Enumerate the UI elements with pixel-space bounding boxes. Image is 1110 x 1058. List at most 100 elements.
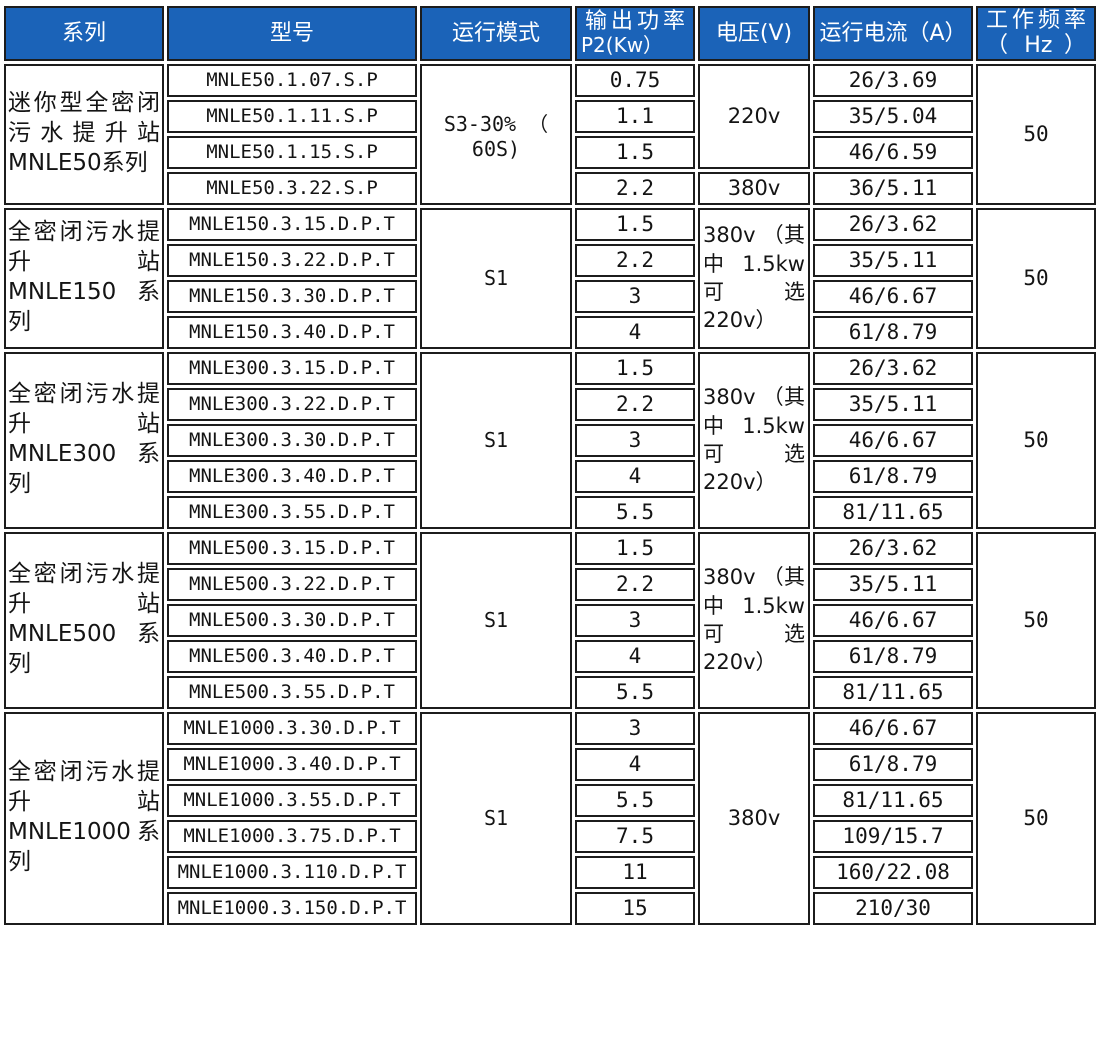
power-header-line2: P2(Kw） <box>581 33 664 58</box>
current-cell: 61/8.79 <box>813 747 973 781</box>
table-row: 全密闭污水提升站MNLE1000系列 MNLE1000.3.30.D.P.T S… <box>4 711 1096 925</box>
model-cell: MNLE150.3.30.D.P.T <box>167 279 417 313</box>
model-cell: MNLE1000.3.55.D.P.T <box>167 783 417 817</box>
series-cell: 全密闭污水提升站MNLE1000系列 <box>4 711 164 925</box>
current-cell: 35/5.11 <box>813 243 973 277</box>
frequency-header-line2: （ Hz ） <box>986 33 1086 59</box>
frequency-cell: 50 <box>976 207 1096 349</box>
column-header-series: 系列 <box>4 6 164 61</box>
table-row: MNLE500.3.55.D.P.T 5.5 81/11.65 <box>4 675 1096 709</box>
column-header-voltage: 电压(V) <box>698 6 810 61</box>
mode-cell: S1 <box>420 207 572 349</box>
power-cell: 4 <box>575 747 695 781</box>
model-cell: MNLE50.1.07.S.P <box>167 63 417 97</box>
model-cell: MNLE1000.3.150.D.P.T <box>167 891 417 925</box>
current-cell: 36/5.11 <box>813 171 973 205</box>
current-cell: 160/22.08 <box>813 855 973 889</box>
current-cell: 26/3.62 <box>813 351 973 385</box>
power-cell: 4 <box>575 315 695 349</box>
current-cell: 26/3.62 <box>813 531 973 565</box>
table-row: MNLE500.3.40.D.P.T 4 61/8.79 <box>4 639 1096 673</box>
header-row: 系列 型号 运行模式 输出功率 P2(Kw） 电压(V) 运行电流（A） 工作频… <box>4 6 1096 61</box>
current-cell: 46/6.67 <box>813 603 973 637</box>
table-row: MNLE1000.3.55.D.P.T 5.5 81/11.65 <box>4 783 1096 817</box>
model-cell: MNLE50.1.11.S.P <box>167 99 417 133</box>
frequency-cell: 50 <box>976 351 1096 529</box>
table-row: MNLE500.3.30.D.P.T 3 46/6.67 <box>4 603 1096 637</box>
voltage-cell: 380v （其中 1.5kw 可选 220v） <box>698 207 810 349</box>
power-cell: 5.5 <box>575 495 695 529</box>
model-cell: MNLE1000.3.40.D.P.T <box>167 747 417 781</box>
table-row: MNLE50.1.11.S.P 1.1 35/5.04 <box>4 99 1096 133</box>
table-row: MNLE300.3.30.D.P.T 3 46/6.67 <box>4 423 1096 457</box>
power-cell: 11 <box>575 855 695 889</box>
voltage-cell: 380v <box>698 711 810 925</box>
voltage-cell: 380v （其中 1.5kw 可选 220v） <box>698 531 810 709</box>
power-cell: 7.5 <box>575 819 695 853</box>
model-cell: MNLE500.3.40.D.P.T <box>167 639 417 673</box>
current-cell: 61/8.79 <box>813 459 973 493</box>
table-row: MNLE500.3.22.D.P.T 2.2 35/5.11 <box>4 567 1096 601</box>
voltage-cell: 380v <box>698 171 810 205</box>
mode-cell: S1 <box>420 531 572 709</box>
power-header-line1: 输出功率 <box>585 9 685 35</box>
model-cell: MNLE300.3.22.D.P.T <box>167 387 417 421</box>
current-cell: 26/3.69 <box>813 63 973 97</box>
column-header-current: 运行电流（A） <box>813 6 973 61</box>
power-cell: 15 <box>575 891 695 925</box>
power-cell: 5.5 <box>575 675 695 709</box>
model-cell: MNLE500.3.22.D.P.T <box>167 567 417 601</box>
voltage-cell: 220v <box>698 63 810 169</box>
table-row: MNLE300.3.40.D.P.T 4 61/8.79 <box>4 459 1096 493</box>
power-cell: 5.5 <box>575 783 695 817</box>
power-cell: 1.5 <box>575 351 695 385</box>
power-cell: 1.5 <box>575 531 695 565</box>
model-cell: MNLE1000.3.30.D.P.T <box>167 711 417 745</box>
power-cell: 3 <box>575 279 695 313</box>
table-row: 全密闭污水提升站MNLE500系列 MNLE500.3.15.D.P.T S1 … <box>4 531 1096 709</box>
table-row: MNLE150.3.22.D.P.T 2.2 35/5.11 <box>4 243 1096 277</box>
power-cell: 3 <box>575 711 695 745</box>
column-header-power: 输出功率 P2(Kw） <box>575 6 695 61</box>
model-cell: MNLE300.3.40.D.P.T <box>167 459 417 493</box>
power-cell: 4 <box>575 459 695 493</box>
series-cell: 全密闭污水提升站MNLE150系列 <box>4 207 164 349</box>
current-cell: 46/6.59 <box>813 135 973 169</box>
current-cell: 81/11.65 <box>813 783 973 817</box>
current-cell: 210/30 <box>813 891 973 925</box>
table-row: MNLE150.3.30.D.P.T 3 46/6.67 <box>4 279 1096 313</box>
current-cell: 35/5.04 <box>813 99 973 133</box>
current-cell: 46/6.67 <box>813 711 973 745</box>
table-row: MNLE1000.3.110.D.P.T 11 160/22.08 <box>4 855 1096 889</box>
mode-cell: S1 <box>420 351 572 529</box>
current-cell: 35/5.11 <box>813 387 973 421</box>
frequency-header-line1: 工作频率 <box>986 8 1086 33</box>
series-cell: 全密闭污水提升站MNLE300系列 <box>4 351 164 529</box>
current-cell: 81/11.65 <box>813 495 973 529</box>
model-cell: MNLE1000.3.110.D.P.T <box>167 855 417 889</box>
model-cell: MNLE300.3.15.D.P.T <box>167 351 417 385</box>
model-cell: MNLE300.3.55.D.P.T <box>167 495 417 529</box>
mode-cell: S1 <box>420 711 572 925</box>
model-cell: MNLE300.3.30.D.P.T <box>167 423 417 457</box>
table-row: MNLE1000.3.150.D.P.T 15 210/30 <box>4 891 1096 925</box>
frequency-cell: 50 <box>976 531 1096 709</box>
current-cell: 61/8.79 <box>813 315 973 349</box>
current-cell: 35/5.11 <box>813 567 973 601</box>
current-cell: 46/6.67 <box>813 279 973 313</box>
table-row: MNLE1000.3.75.D.P.T 7.5 109/15.7 <box>4 819 1096 853</box>
model-cell: MNLE150.3.15.D.P.T <box>167 207 417 241</box>
model-cell: MNLE50.3.22.S.P <box>167 171 417 205</box>
table-row: MNLE50.1.15.S.P 1.5 46/6.59 <box>4 135 1096 169</box>
column-header-model: 型号 <box>167 6 417 61</box>
current-cell: 81/11.65 <box>813 675 973 709</box>
model-cell: MNLE50.1.15.S.P <box>167 135 417 169</box>
power-cell: 0.75 <box>575 63 695 97</box>
table-row: MNLE300.3.55.D.P.T 5.5 81/11.65 <box>4 495 1096 529</box>
current-cell: 109/15.7 <box>813 819 973 853</box>
power-cell: 2.2 <box>575 567 695 601</box>
table-row: MNLE150.3.40.D.P.T 4 61/8.79 <box>4 315 1096 349</box>
power-cell: 3 <box>575 423 695 457</box>
model-cell: MNLE150.3.22.D.P.T <box>167 243 417 277</box>
series-cell: 全密闭污水提升站MNLE500系列 <box>4 531 164 709</box>
